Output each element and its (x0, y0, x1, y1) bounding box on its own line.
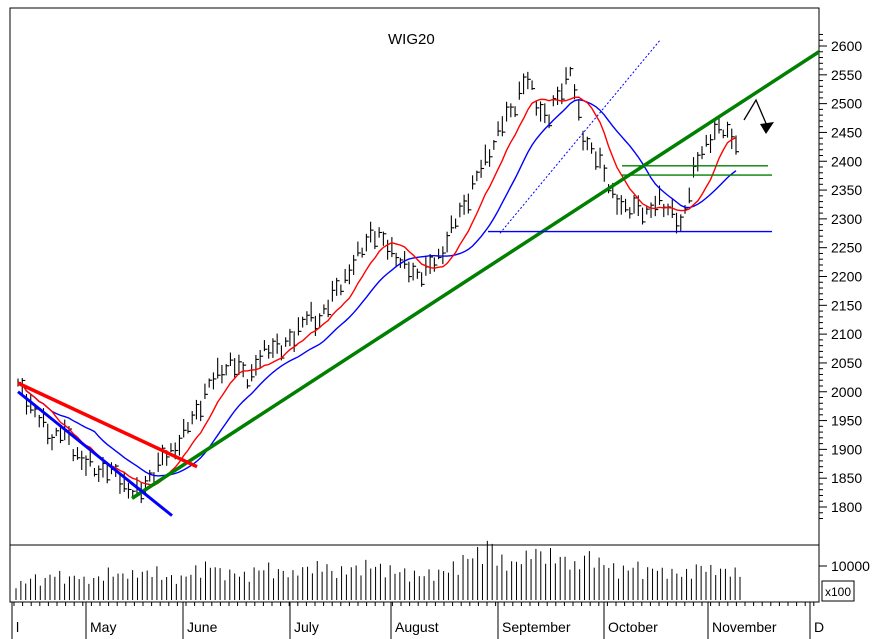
trendline-support-green (131, 50, 820, 500)
price-tick-label: 1850 (831, 470, 862, 486)
price-tick-label: 2300 (831, 211, 862, 227)
price-tick-label: 2600 (831, 38, 862, 54)
trendline-dotted-blue (499, 39, 661, 234)
volume-bars (15, 540, 741, 600)
arrow-annotation (743, 98, 769, 129)
x-axis: l May June July August September October Novemb… (11, 602, 824, 639)
month-label: July (294, 619, 319, 635)
volume-multiplier-label: x100 (825, 585, 851, 599)
month-label: September (502, 619, 571, 635)
month-label: November (712, 619, 777, 635)
volume-panel-frame (9, 544, 820, 603)
price-tick-label: 2350 (831, 182, 862, 198)
volume-multiplier-box (821, 580, 855, 602)
price-tick-label: 2000 (831, 384, 862, 400)
trendline-resistance-red (17, 381, 198, 469)
price-bars (17, 66, 739, 504)
arrow-head (760, 122, 774, 134)
volume-tick-label: 10000 (831, 558, 870, 574)
price-tick-label: 1950 (831, 413, 862, 429)
ma-short-line (17, 96, 737, 487)
chart-title: WIG20 (388, 31, 435, 48)
price-tick-label: 2400 (831, 153, 862, 169)
price-tick-label: 2550 (831, 67, 862, 83)
month-label: October (608, 619, 658, 635)
price-axis: 1800 1850 1900 1950 2000 2050 2100 2150 2200 2250… (819, 33, 862, 520)
trendlines (17, 39, 820, 517)
month-label: August (395, 619, 439, 635)
price-tick-label: 2100 (831, 326, 862, 342)
price-tick-label: 2050 (831, 355, 862, 371)
price-tick-label: 1800 (831, 499, 862, 515)
price-tick-label: 1900 (831, 441, 862, 457)
price-panel-frame (9, 7, 820, 546)
price-tick-label: 2450 (831, 124, 862, 140)
month-label: June (187, 619, 218, 635)
price-tick-label: 2250 (831, 240, 862, 256)
price-tick-label: 2500 (831, 96, 862, 112)
month-label: D (814, 619, 824, 635)
price-tick-label: 2150 (831, 297, 862, 313)
volume-axis: 10000 x100 (819, 558, 870, 602)
month-label: l (16, 619, 19, 635)
ma-long-line (17, 98, 737, 477)
trendline-down-blue (17, 390, 173, 517)
price-tick-label: 2200 (831, 269, 862, 285)
month-label: May (90, 619, 116, 635)
